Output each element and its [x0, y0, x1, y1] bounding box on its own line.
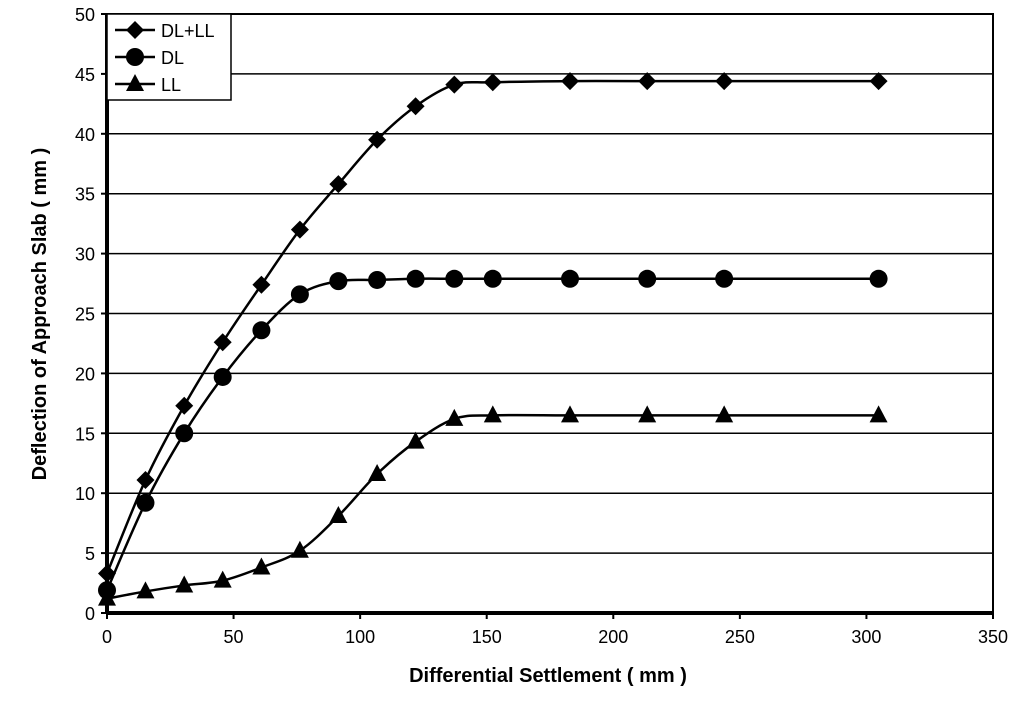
series-dl-ll — [98, 72, 888, 583]
y-tick-label: 20 — [75, 364, 95, 384]
series-line — [105, 277, 879, 591]
x-tick-label: 100 — [345, 627, 375, 647]
x-tick-label: 0 — [102, 627, 112, 647]
data-point-circle — [329, 272, 348, 291]
data-point-diamond — [290, 220, 309, 239]
data-point-triangle — [445, 408, 464, 426]
y-tick-label: 15 — [75, 424, 95, 444]
x-tick-label: 200 — [598, 627, 628, 647]
data-point-triangle — [175, 575, 194, 593]
series-dl — [98, 269, 888, 600]
data-point-circle — [445, 269, 464, 288]
data-point-triangle — [213, 570, 232, 588]
data-point-diamond — [368, 130, 387, 149]
data-point-diamond — [869, 72, 888, 91]
x-tick-label: 250 — [725, 627, 755, 647]
y-tick-label: 25 — [75, 305, 95, 325]
data-point-triangle — [329, 505, 348, 523]
x-tick-label: 350 — [978, 627, 1008, 647]
legend-label: LL — [161, 75, 181, 95]
data-point-circle — [483, 269, 502, 288]
y-tick-label: 5 — [85, 544, 95, 564]
data-point-triangle — [126, 74, 144, 91]
data-point-diamond — [638, 72, 657, 91]
data-point-circle — [715, 269, 734, 288]
data-point-diamond — [445, 75, 464, 94]
data-point-triangle — [483, 405, 502, 423]
series-ll — [98, 405, 888, 606]
data-point-triangle — [715, 405, 734, 423]
y-tick-label: 35 — [75, 185, 95, 205]
data-point-triangle — [136, 581, 155, 599]
y-tick-label: 30 — [75, 245, 95, 265]
data-point-circle — [638, 269, 657, 288]
data-point-diamond — [136, 471, 155, 490]
series-line — [105, 79, 879, 574]
data-point-circle — [560, 269, 579, 288]
y-tick-label: 40 — [75, 125, 95, 145]
data-point-circle — [869, 269, 888, 288]
y-tick-label: 0 — [85, 604, 95, 624]
data-point-circle — [368, 270, 387, 289]
gridlines — [107, 13, 993, 554]
y-tick-label: 50 — [75, 5, 95, 25]
data-point-diamond — [560, 72, 579, 91]
data-point-circle — [175, 424, 194, 443]
data-point-circle — [136, 493, 155, 512]
x-tick-label: 50 — [224, 627, 244, 647]
y-tick-label: 10 — [75, 484, 95, 504]
y-tick-label: 45 — [75, 65, 95, 85]
data-point-diamond — [252, 275, 271, 294]
axes: 0 5 10 15 20 25 30 35 40 45 50 0 50 100 150 200 250 300 35… — [75, 5, 1008, 647]
data-point-diamond — [715, 72, 734, 91]
data-point-diamond — [126, 21, 144, 39]
data-point-diamond — [329, 175, 348, 194]
data-point-circle — [126, 48, 144, 66]
data-point-triangle — [560, 405, 579, 423]
data-point-circle — [406, 269, 425, 288]
data-point-diamond — [213, 333, 232, 352]
data-point-circle — [252, 321, 271, 340]
x-tick-label: 150 — [472, 627, 502, 647]
x-axis-label: Differential Settlement ( mm ) — [409, 665, 687, 687]
data-point-diamond — [175, 396, 194, 415]
data-point-triangle — [869, 405, 888, 423]
x-tick-label: 300 — [851, 627, 881, 647]
data-point-circle — [290, 285, 309, 304]
data-point-triangle — [290, 540, 309, 558]
data-point-triangle — [406, 431, 425, 449]
data-point-triangle — [252, 557, 271, 575]
data-point-diamond — [406, 97, 425, 116]
legend-label: DL — [161, 48, 184, 68]
legend: DL+LL DL LL — [106, 13, 232, 101]
data-point-triangle — [368, 464, 387, 482]
series-group — [98, 72, 888, 606]
data-point-triangle — [638, 405, 657, 423]
legend-label: DL+LL — [161, 21, 215, 41]
data-point-circle — [213, 367, 232, 386]
data-point-diamond — [483, 73, 502, 92]
y-axis-label: Deflection of Approach Slab ( mm ) — [29, 148, 51, 481]
